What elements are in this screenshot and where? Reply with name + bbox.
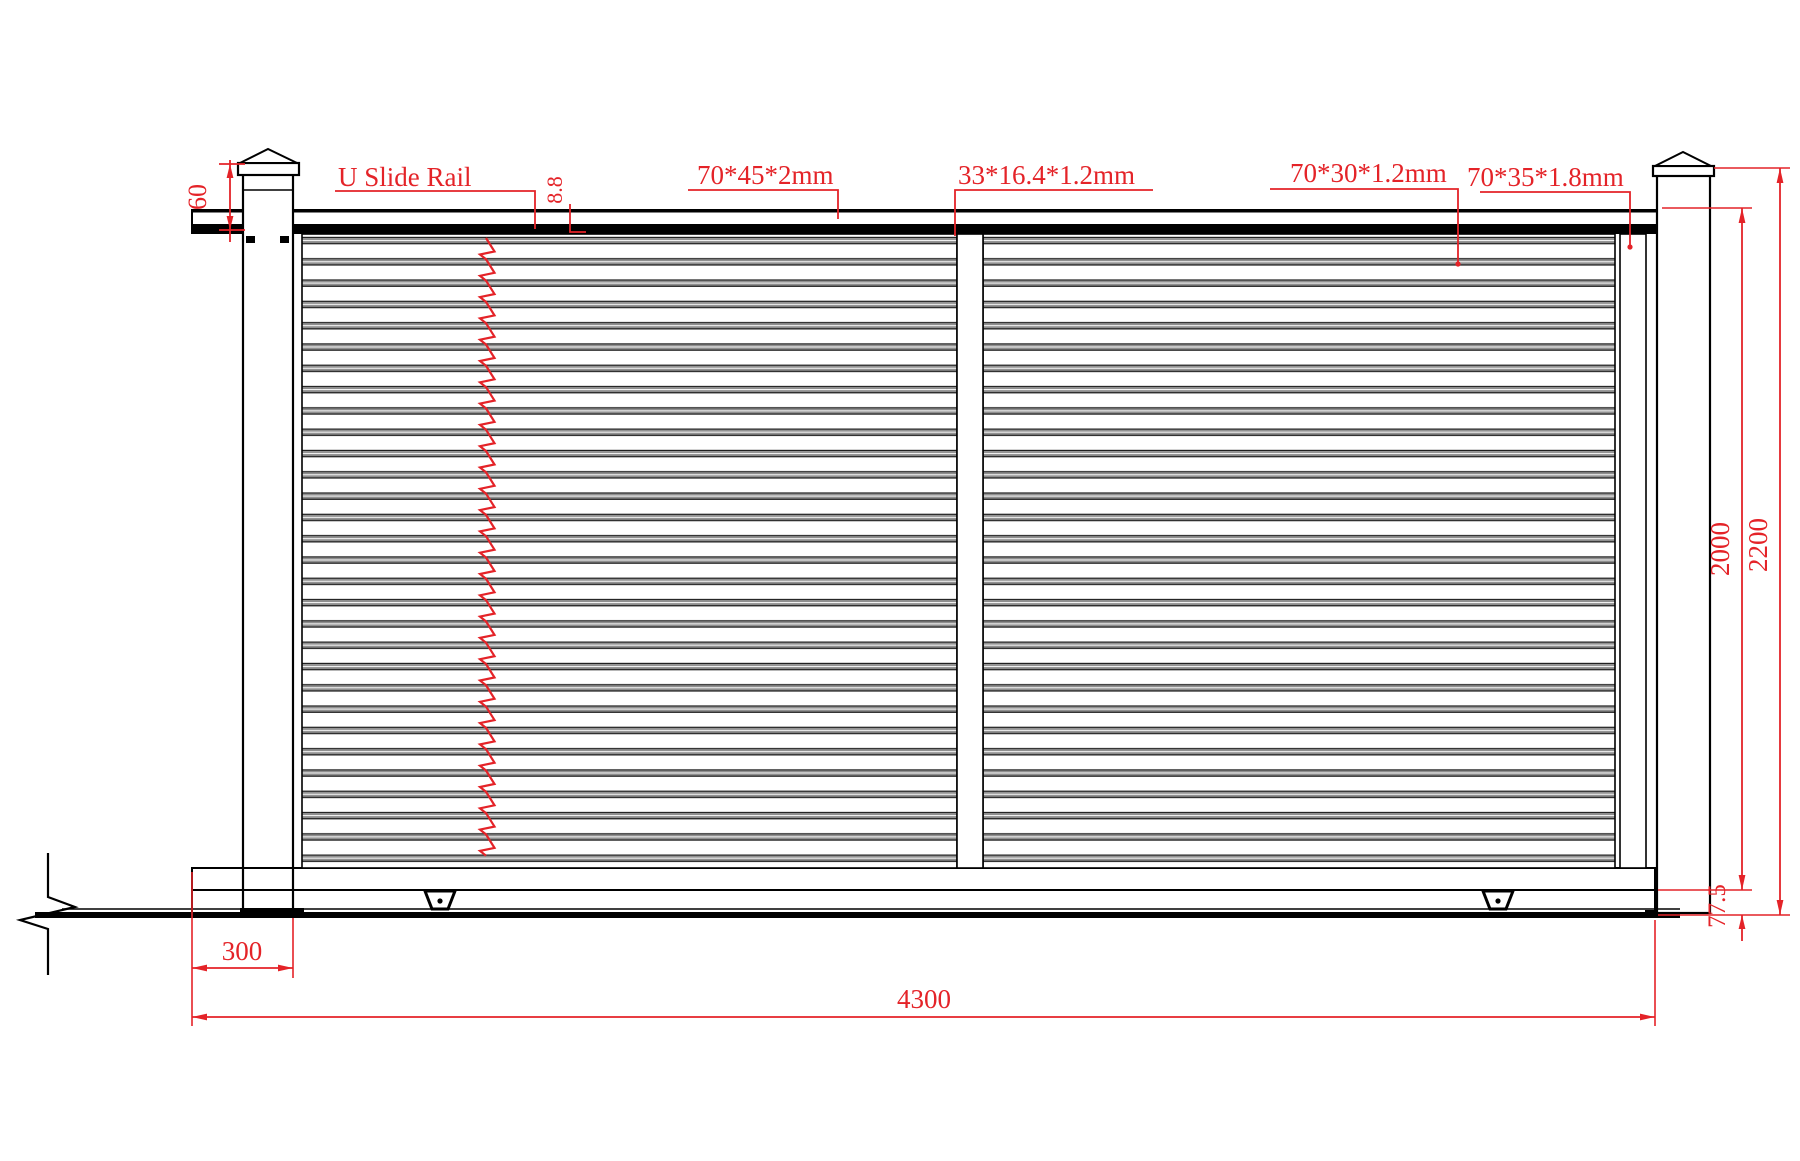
- top-rail-profile-label: 70*45*2mm: [697, 160, 834, 190]
- dimension-2000: [1658, 207, 1752, 891]
- overall-height-dim: 2200: [1743, 518, 1773, 572]
- end-stile-profile-label: 70*35*1.8mm: [1467, 162, 1624, 192]
- rail-mount-tabs: [246, 236, 289, 243]
- dimension-2200: [1658, 167, 1790, 916]
- middle-upright: [956, 233, 984, 869]
- end-stile: [1619, 233, 1647, 869]
- slide-rail-label: U Slide Rail: [338, 162, 472, 192]
- panel-break-zigzag: [477, 237, 497, 857]
- dimension-60: [219, 160, 245, 242]
- gate-panels: [301, 233, 1647, 869]
- annotation-leaders: [335, 188, 1633, 267]
- right-post-cap-pyramid: [1654, 150, 1712, 167]
- upright-profile-label: 70*30*1.2mm: [1290, 158, 1447, 188]
- right-slat-panel: [982, 233, 1616, 869]
- overall-width-dim: 4300: [897, 984, 951, 1014]
- right-roller-wheel: [1480, 889, 1516, 911]
- left-post-cap-pyramid: [239, 147, 298, 164]
- left-post-foot: [240, 908, 304, 916]
- post-inset-dim: 300: [222, 936, 263, 966]
- left-post: [236, 147, 301, 915]
- left-roller-wheel: [422, 889, 458, 911]
- rail-height-dim: 60: [183, 184, 212, 210]
- right-post-cap-bar: [1651, 164, 1716, 178]
- bottom-rail: [191, 867, 1656, 914]
- ground-break-symbol: [15, 853, 79, 975]
- left-slat-panel: [301, 233, 958, 869]
- rail-end-foot: [1645, 910, 1658, 917]
- dimension-77-5: [1738, 915, 1746, 941]
- dimension-4300: [192, 920, 1656, 1026]
- bottom-rail-height-dim: 77.5: [1704, 884, 1731, 928]
- left-post-cap-bar: [236, 161, 301, 177]
- gate-height-dim: 2000: [1705, 522, 1735, 576]
- gap-dim-label: 8.8: [542, 176, 567, 204]
- ground-line: [15, 853, 1680, 975]
- right-post: [1651, 150, 1716, 915]
- dimension-300: [191, 872, 294, 1026]
- u-slide-rail: [191, 209, 1657, 234]
- annotation-text: U Slide Rail 8.8 70*45*2mm 33*16.4*1.2mm…: [183, 158, 1773, 1014]
- infill-profile-label: 33*16.4*1.2mm: [958, 160, 1135, 190]
